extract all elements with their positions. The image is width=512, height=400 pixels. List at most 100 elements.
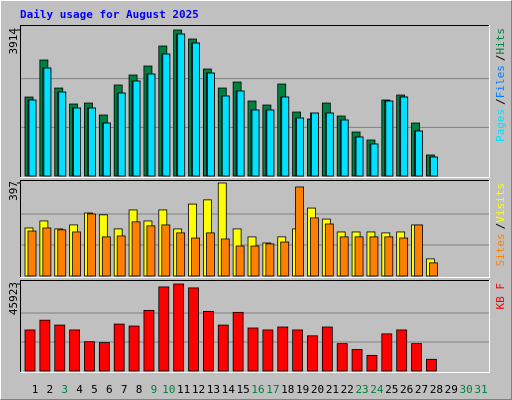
bar [411, 343, 422, 372]
bar [188, 287, 199, 372]
bar [311, 112, 319, 177]
bar [161, 224, 171, 277]
bar [277, 326, 289, 372]
bar [206, 72, 215, 177]
legend-entry: Pages [494, 109, 507, 142]
bar [57, 229, 67, 277]
bar [247, 327, 259, 372]
x-tick-label: 29 [445, 383, 458, 396]
bar [262, 329, 274, 372]
x-tick-label: 21 [326, 383, 339, 396]
x-tick-label: 23 [355, 383, 368, 396]
x-tick-label: 3 [61, 383, 68, 396]
bar [324, 223, 334, 277]
bar [73, 107, 81, 177]
bar [132, 80, 141, 177]
chart-title: Daily usage for August 2025 [20, 8, 199, 21]
bar [381, 333, 393, 372]
bar [354, 236, 364, 277]
bar [39, 319, 51, 372]
bar [428, 262, 438, 277]
plot-border-light [20, 25, 490, 178]
bar [202, 310, 214, 372]
bar [143, 309, 155, 372]
x-tick-label: 1 [32, 383, 39, 396]
plot-border [20, 280, 490, 373]
legend-entry: Visits [494, 183, 507, 223]
bar [339, 236, 349, 277]
x-tick-label: 14 [222, 383, 236, 396]
bar [58, 91, 67, 177]
plot-border-light [20, 180, 490, 278]
bar [176, 232, 186, 277]
legend-entry: Hits [494, 28, 507, 55]
legend: KB F [494, 283, 507, 310]
x-tick-label: 9 [151, 383, 158, 396]
bar [280, 241, 290, 277]
y-tick-label: 45923 [7, 282, 20, 315]
bar [396, 329, 408, 372]
bar [250, 245, 260, 277]
bar [384, 236, 394, 277]
bar [310, 217, 319, 277]
legend-separator: / [494, 55, 507, 62]
bar [281, 96, 290, 177]
legend: Pages/Files/Hits [494, 28, 507, 142]
bar [158, 286, 170, 372]
bar [236, 90, 245, 177]
bar [221, 95, 230, 177]
bar [340, 119, 349, 177]
x-tick-label: 27 [415, 383, 428, 396]
y-tick-label: 3914 [7, 28, 20, 55]
bar [162, 53, 171, 177]
x-tick-label: 30 [460, 383, 473, 396]
plot-border-light [20, 280, 490, 373]
bar [28, 99, 37, 177]
x-tick-label: 16 [251, 383, 264, 396]
legend-entry: Files [494, 65, 507, 98]
bar [69, 329, 80, 372]
bar [415, 130, 423, 177]
legend: Sites /Visits [494, 183, 507, 267]
bar [296, 117, 305, 177]
bar [192, 42, 200, 177]
bar [88, 107, 96, 177]
bar [400, 96, 409, 177]
legend-entry: Sites [494, 233, 507, 266]
x-tick-label: 17 [266, 383, 279, 396]
plot-border [20, 180, 490, 278]
x-tick-label: 10 [162, 383, 175, 396]
bar [72, 231, 81, 277]
bar [355, 136, 364, 177]
bar [24, 329, 36, 372]
x-tick-label: 8 [136, 383, 143, 396]
plot-border [20, 25, 490, 178]
y-tick-label: 397 [7, 181, 20, 201]
bar [235, 245, 245, 277]
x-tick-label: 12 [192, 383, 205, 396]
bar [128, 325, 140, 372]
bar [113, 323, 125, 372]
x-tick-label: 4 [76, 383, 83, 396]
bar [177, 33, 186, 177]
bar [191, 237, 200, 277]
bar [220, 238, 230, 277]
x-tick-label: 25 [385, 383, 398, 396]
bar [266, 109, 275, 177]
bar [54, 324, 66, 372]
x-tick-label: 22 [341, 383, 354, 396]
x-tick-label: 6 [106, 383, 113, 396]
bar [217, 324, 229, 372]
x-tick-label: 5 [91, 383, 98, 396]
bar [414, 224, 423, 277]
bar [295, 186, 305, 277]
x-tick-label: 18 [281, 383, 294, 396]
x-tick-label: 2 [47, 383, 54, 396]
legend-separator: / [494, 223, 507, 230]
x-tick-label: 28 [430, 383, 443, 396]
bar [116, 235, 126, 277]
bar [370, 143, 379, 177]
bar [292, 329, 304, 372]
